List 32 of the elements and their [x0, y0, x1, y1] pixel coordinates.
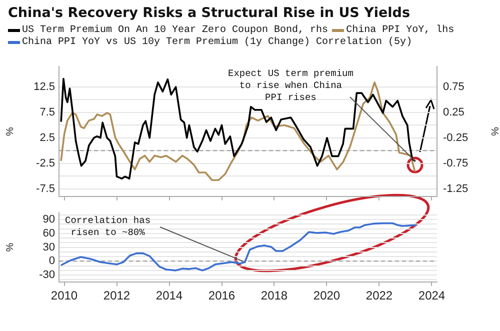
legend-label: China PPI YoY, lhs — [346, 25, 454, 36]
annotation: Expect US term premium to rise when China PPI rises — [228, 68, 354, 104]
y-tick-label: -30 — [39, 269, 55, 282]
y-tick-label: -7.5 — [36, 182, 55, 195]
x-tick-label: 2010 — [50, 288, 78, 303]
y2-axis-title: % — [488, 127, 500, 136]
annotation: Correlation has risen to ~80% — [65, 215, 151, 239]
y-axis-title: % — [4, 126, 16, 136]
y-tick-label: -2.5 — [36, 157, 55, 170]
chart-title: China's Recovery Risks a Structural Rise in US Yields — [8, 5, 410, 21]
y-tick-label: 60 — [42, 227, 55, 240]
y-tick-label: 12.5 — [34, 80, 55, 93]
y2-tick-label: 0.25 — [443, 106, 464, 118]
y-tick-label: 2.5 — [40, 132, 55, 144]
x-tick-label: 2018 — [260, 288, 288, 303]
y2-tick-label: -0.75 — [443, 157, 468, 170]
legend-label: US Term Premium On An 10 Year Zero Coupon Bond, rhs — [22, 25, 328, 36]
x-tick-label: 2016 — [208, 288, 236, 303]
x-tick-label: 2014 — [156, 288, 183, 303]
y-tick-label: 0 — [48, 255, 55, 268]
y2-tick-label: -0.25 — [443, 132, 468, 144]
y-tick-label: 90 — [42, 214, 55, 226]
x-tick-label: 2020 — [313, 288, 340, 303]
y2-tick-label: -1.25 — [443, 182, 468, 195]
y2-tick-label: 0.75 — [443, 80, 464, 93]
y-tick-label: 7.5 — [40, 106, 55, 118]
x-tick-label: 2024 — [418, 288, 446, 303]
legend-label: China PPI YoY vs US 10y Term Premium (1y Change) Correlation (5y) — [22, 37, 412, 48]
x-tick-label: 2012 — [103, 288, 130, 303]
x-tick-label: 2022 — [366, 288, 393, 303]
y-tick-label: 30 — [42, 241, 55, 254]
y-axis-title: % — [4, 242, 16, 252]
